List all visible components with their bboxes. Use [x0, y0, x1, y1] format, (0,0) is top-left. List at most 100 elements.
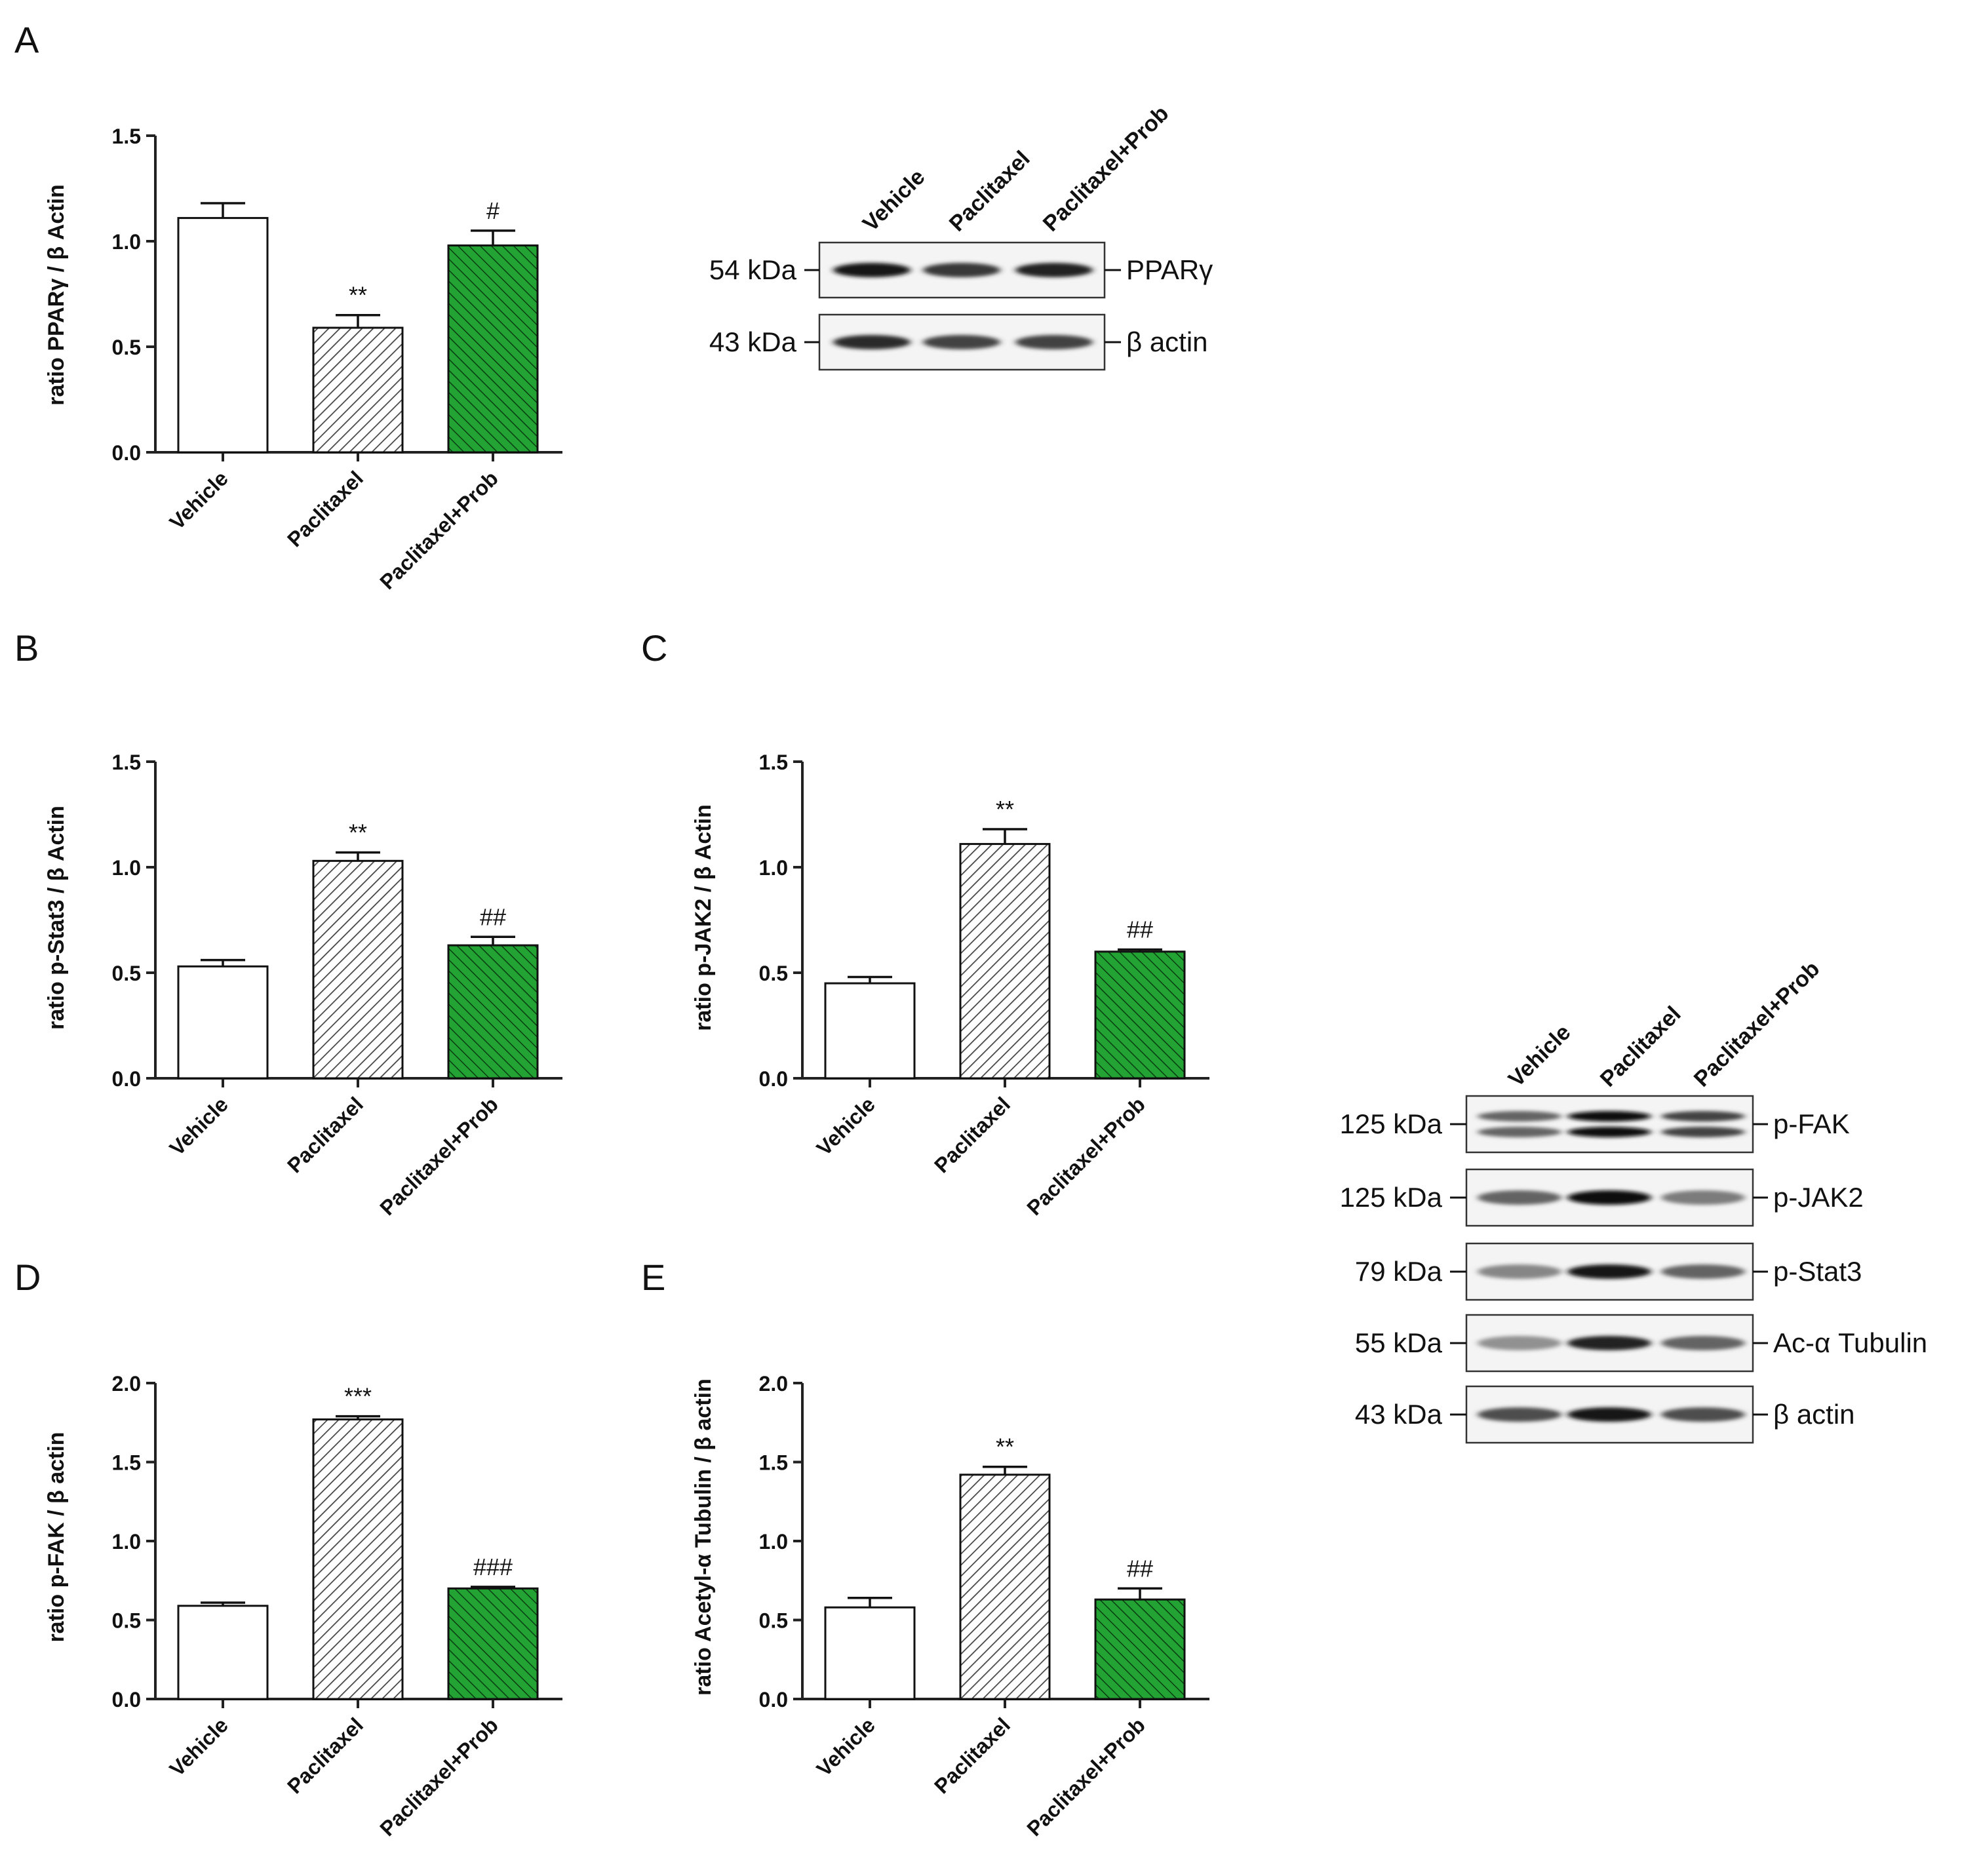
chart-a-ppar-gamma: ratio PPARγ / β Actin 0.0 0.5 1.0 1.5 ** # V…	[44, 125, 562, 594]
blot-band	[1478, 1407, 1561, 1422]
blot-row: 54 kDa PPARγ	[709, 241, 1213, 299]
y-tick-label: 1.0	[112, 856, 141, 880]
molecular-weight-label: 55 kDa	[1355, 1327, 1443, 1358]
error-bar-paclitaxel-prob	[1118, 1587, 1162, 1600]
y-tick-label: 0.0	[112, 1067, 141, 1091]
bar-paclitaxel-prob	[1094, 1598, 1186, 1700]
western-blot-bcde: Vehicle Paclitaxel Paclitaxel+Prob 125 k…	[1340, 956, 1927, 1444]
blot-band	[1661, 1407, 1745, 1422]
x-tick-label-vehicle: Vehicle	[812, 1092, 880, 1160]
protein-label: β actin	[1773, 1399, 1855, 1430]
y-tick-label: 2.0	[759, 1372, 788, 1396]
blot-lane-label-paclitaxel: Paclitaxel	[945, 146, 1035, 237]
bar-paclitaxel	[959, 843, 1051, 1080]
blot-row: 125 kDa p-FAK	[1340, 1095, 1850, 1154]
protein-label: Ac-α Tubulin	[1773, 1327, 1927, 1358]
x-tick-label-paclitaxel-prob: Paclitaxel+Prob	[1022, 1092, 1150, 1220]
error-bar-vehicle	[201, 202, 245, 218]
x-tick-label-vehicle: Vehicle	[165, 1713, 233, 1780]
x-tick-label-vehicle: Vehicle	[812, 1713, 880, 1780]
x-tick-label-paclitaxel-prob: Paclitaxel+Prob	[375, 1713, 503, 1841]
protein-label: p-JAK2	[1773, 1182, 1864, 1213]
error-bar-paclitaxel	[983, 828, 1027, 844]
y-tick-label: 0.5	[112, 1609, 141, 1633]
blot-band	[1567, 1190, 1651, 1205]
panel-label-B: B	[14, 627, 39, 669]
y-tick-label: 0.5	[759, 1609, 788, 1633]
error-bar-vehicle	[848, 975, 892, 984]
blot-band	[1567, 1264, 1651, 1279]
significance-marker: **	[996, 1434, 1014, 1460]
error-bar-paclitaxel	[336, 851, 380, 861]
blot-band	[923, 335, 1000, 349]
blot-band	[1661, 1127, 1745, 1137]
x-tick-label-paclitaxel: Paclitaxel	[283, 1713, 368, 1798]
bar-vehicle	[177, 965, 269, 1080]
significance-marker: #	[486, 197, 500, 224]
blot-band	[1567, 1111, 1651, 1122]
y-tick-label: 0.0	[759, 1067, 788, 1091]
molecular-weight-label: 125 kDa	[1340, 1182, 1443, 1213]
blot-band	[1478, 1111, 1561, 1122]
blot-lane-label-paclitaxel-prob: Paclitaxel+Prob	[1689, 956, 1825, 1092]
bar-vehicle	[177, 1605, 269, 1700]
panel-label-D: D	[14, 1257, 41, 1298]
blot-band	[1661, 1190, 1745, 1205]
protein-label: p-Stat3	[1773, 1256, 1862, 1287]
y-tick-label: 1.0	[112, 1530, 141, 1554]
bar-paclitaxel	[312, 326, 404, 454]
bar-paclitaxel-prob	[447, 244, 539, 454]
y-tick-label: 0.5	[112, 336, 141, 359]
y-axis-title: ratio p-Stat3 / β Actin	[44, 806, 69, 1030]
blot-band	[1478, 1127, 1561, 1137]
error-bar-vehicle	[201, 1601, 245, 1606]
chart-b-p-stat3: ratio p-Stat3 / β Actin 0.0 0.5 1.0 1.5 ** ##…	[44, 751, 562, 1220]
blot-band	[1567, 1336, 1651, 1350]
bar-vehicle	[177, 217, 269, 454]
significance-marker: ##	[1127, 1555, 1153, 1582]
x-tick-label-paclitaxel-prob: Paclitaxel+Prob	[1022, 1713, 1150, 1841]
y-tick-label: 0.5	[759, 962, 788, 985]
y-tick-label: 0.0	[759, 1688, 788, 1711]
blot-lane-label-paclitaxel-prob: Paclitaxel+Prob	[1038, 101, 1174, 237]
blot-band	[1661, 1336, 1745, 1350]
blot-band	[1661, 1111, 1745, 1122]
y-tick-label: 0.5	[112, 962, 141, 985]
bar-paclitaxel	[959, 1474, 1051, 1700]
y-axis-title: ratio PPARγ / β Actin	[44, 184, 69, 406]
molecular-weight-label: 125 kDa	[1340, 1108, 1443, 1139]
chart-c-p-jak2: ratio p-JAK2 / β Actin 0.0 0.5 1.0 1.5 ** ## V…	[691, 751, 1209, 1220]
bar-paclitaxel-prob	[1094, 950, 1186, 1080]
molecular-weight-label: 54 kDa	[709, 254, 797, 285]
y-tick-label: 1.0	[759, 1530, 788, 1554]
western-blot-a: Vehicle Paclitaxel Paclitaxel+Prob 54 kD…	[709, 101, 1213, 371]
error-bar-paclitaxel-prob	[1118, 948, 1162, 952]
blot-row: 43 kDa β actin	[1355, 1385, 1855, 1444]
chart-e-acetyl-tubulin: ratio Acetyl-α Tubulin / β actin 0.0 0.5 1…	[691, 1372, 1209, 1841]
y-tick-label: 1.5	[112, 751, 141, 774]
x-tick-label-paclitaxel: Paclitaxel	[283, 466, 368, 551]
significance-marker: ##	[1127, 916, 1153, 943]
y-axis-title: ratio Acetyl-α Tubulin / β actin	[691, 1378, 716, 1696]
protein-label: PPARγ	[1126, 254, 1213, 285]
significance-marker: ##	[480, 903, 506, 930]
blot-band	[833, 335, 911, 349]
bar-paclitaxel-prob	[447, 1587, 539, 1700]
x-tick-label-paclitaxel-prob: Paclitaxel+Prob	[375, 466, 503, 594]
significance-marker: **	[349, 819, 367, 846]
y-tick-label: 1.5	[759, 1451, 788, 1475]
x-tick-label-vehicle: Vehicle	[165, 466, 233, 534]
blot-band	[923, 263, 1000, 277]
blot-lane-label-vehicle: Vehicle	[858, 165, 930, 237]
panel-label-A: A	[14, 19, 39, 60]
error-bar-vehicle	[201, 958, 245, 967]
blot-band	[1015, 263, 1093, 277]
bar-vehicle	[824, 982, 916, 1080]
blot-row: 79 kDa p-Stat3	[1355, 1242, 1862, 1301]
y-tick-label: 1.0	[759, 856, 788, 880]
significance-marker: ***	[344, 1383, 372, 1410]
blot-lane-label-paclitaxel: Paclitaxel	[1596, 1002, 1686, 1092]
blot-row: 55 kDa Ac-α Tubulin	[1355, 1314, 1927, 1373]
chart-d-p-fak: ratio p-FAK / β actin 0.0 0.5 1.0 1.5 2.0 ***…	[44, 1372, 562, 1841]
